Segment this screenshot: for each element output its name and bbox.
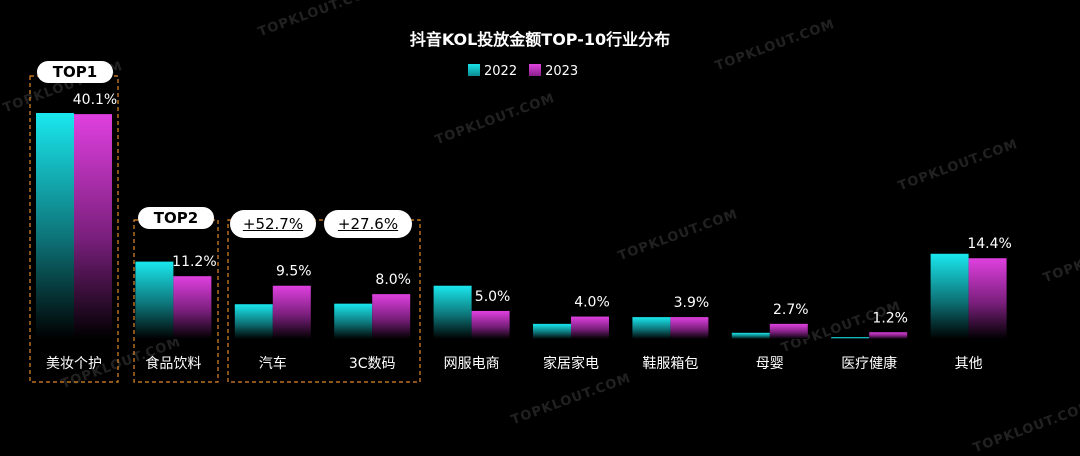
bar-2022-4 bbox=[433, 285, 472, 339]
category-label-1: 食品饮料 bbox=[145, 355, 201, 372]
data-label-2023-1: 11.2% bbox=[172, 254, 216, 270]
bar-2023-8 bbox=[869, 332, 908, 339]
bar-2022-0 bbox=[36, 113, 74, 339]
legend-label-2022: 2022 bbox=[484, 64, 518, 79]
category-label-5: 家居家电 bbox=[543, 355, 599, 372]
bar-2023-4 bbox=[471, 310, 510, 339]
legend-item-2022: 2022 bbox=[468, 64, 517, 79]
category-label-8: 医疗健康 bbox=[841, 355, 897, 372]
data-label-2023-3: 8.0% bbox=[375, 272, 411, 288]
legend-swatch-2022 bbox=[468, 64, 480, 76]
data-label-2023-4: 5.0% bbox=[475, 289, 511, 305]
growth-badge-3c: +27.6% bbox=[324, 210, 412, 238]
bar-2023-6 bbox=[670, 317, 709, 339]
data-label-2023-0: 40.1% bbox=[73, 92, 117, 108]
legend: 2022 2023 bbox=[468, 64, 578, 79]
category-label-6: 鞋服箱包 bbox=[642, 356, 698, 372]
bar-2023-1 bbox=[173, 276, 212, 339]
growth-badge-auto: +52.7% bbox=[230, 210, 316, 238]
bar-2022-1 bbox=[135, 261, 174, 339]
bar-2023-9 bbox=[968, 258, 1007, 339]
data-label-2023-6: 3.9% bbox=[674, 295, 710, 311]
bar-2023-7 bbox=[769, 323, 808, 339]
data-label-2023-7: 2.7% bbox=[773, 302, 809, 318]
bar-2022-9 bbox=[930, 253, 969, 339]
bar-2022-3 bbox=[334, 303, 373, 339]
data-label-2023-5: 4.0% bbox=[574, 295, 610, 311]
category-label-2: 汽车 bbox=[259, 355, 287, 372]
data-label-2023-8: 1.2% bbox=[872, 310, 908, 326]
bar-2022-2 bbox=[234, 304, 273, 339]
data-label-2023-2: 9.5% bbox=[276, 264, 312, 280]
legend-item-2023: 2023 bbox=[529, 64, 578, 79]
bar-2023-5 bbox=[571, 316, 609, 339]
top2-badge: TOP2 bbox=[138, 207, 214, 229]
legend-label-2023: 2023 bbox=[545, 64, 579, 79]
category-label-3: 3C数码 bbox=[349, 356, 396, 372]
category-label-0: 美妆个护 bbox=[46, 356, 102, 372]
growth-highlight-box bbox=[227, 219, 421, 383]
bar-2022-5 bbox=[533, 323, 571, 339]
top1-badge: TOP1 bbox=[37, 61, 113, 83]
category-label-9: 其他 bbox=[955, 356, 983, 372]
bar-2022-6 bbox=[632, 317, 671, 339]
bar-2023-3 bbox=[372, 294, 411, 339]
data-label-2023-9: 14.4% bbox=[967, 236, 1011, 252]
bar-2023-0 bbox=[74, 114, 112, 340]
category-label-4: 网服电商 bbox=[444, 356, 500, 372]
chart-title: 抖音KOL投放金额TOP-10行业分布 bbox=[409, 30, 671, 49]
bar-2022-7 bbox=[731, 332, 770, 339]
bar-2023-2 bbox=[272, 285, 311, 339]
legend-swatch-2023 bbox=[529, 64, 542, 76]
category-label-7: 母婴 bbox=[756, 356, 784, 372]
bar-2022-8 bbox=[831, 337, 870, 339]
